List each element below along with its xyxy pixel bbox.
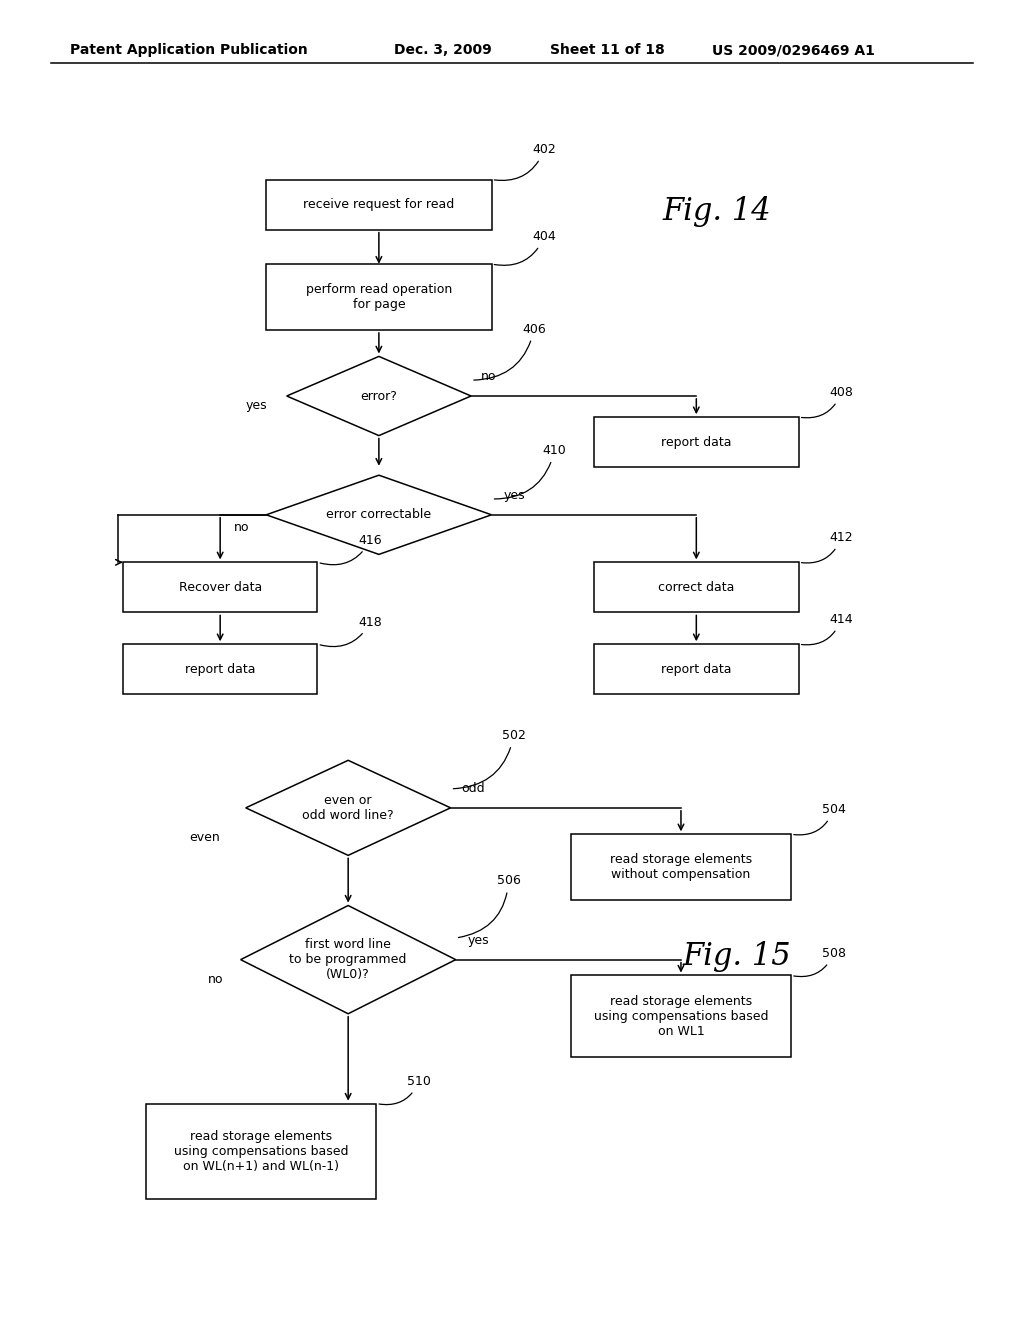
FancyBboxPatch shape	[123, 562, 317, 612]
Text: 402: 402	[495, 143, 556, 181]
Text: read storage elements
using compensations based
on WL(n+1) and WL(n-1): read storage elements using compensation…	[174, 1130, 348, 1172]
FancyBboxPatch shape	[266, 180, 492, 230]
Text: Recover data: Recover data	[178, 581, 262, 594]
Polygon shape	[241, 906, 456, 1014]
Text: report data: report data	[662, 663, 731, 676]
Text: 418: 418	[321, 615, 382, 647]
Text: 408: 408	[802, 385, 853, 418]
Text: Patent Application Publication: Patent Application Publication	[70, 44, 307, 57]
Text: 404: 404	[495, 230, 556, 265]
Text: read storage elements
using compensations based
on WL1: read storage elements using compensation…	[594, 995, 768, 1038]
FancyBboxPatch shape	[571, 834, 791, 900]
Text: Fig. 14: Fig. 14	[663, 195, 771, 227]
Text: Sheet 11 of 18: Sheet 11 of 18	[550, 44, 665, 57]
Polygon shape	[287, 356, 471, 436]
Text: 412: 412	[802, 531, 853, 562]
Text: odd: odd	[461, 781, 484, 795]
Text: 502: 502	[454, 729, 525, 789]
FancyBboxPatch shape	[571, 975, 791, 1057]
Text: 510: 510	[379, 1074, 431, 1105]
FancyBboxPatch shape	[146, 1104, 377, 1199]
Text: yes: yes	[468, 933, 489, 946]
Text: receive request for read: receive request for read	[303, 198, 455, 211]
Text: correct data: correct data	[658, 581, 734, 594]
Text: US 2009/0296469 A1: US 2009/0296469 A1	[712, 44, 874, 57]
FancyBboxPatch shape	[594, 644, 799, 694]
Text: error correctable: error correctable	[327, 508, 431, 521]
Text: 414: 414	[802, 612, 853, 644]
Text: no: no	[481, 370, 497, 383]
Text: report data: report data	[185, 663, 255, 676]
Polygon shape	[246, 760, 451, 855]
Text: yes: yes	[246, 399, 267, 412]
Text: yes: yes	[504, 488, 525, 502]
Text: Dec. 3, 2009: Dec. 3, 2009	[394, 44, 492, 57]
Text: report data: report data	[662, 436, 731, 449]
Text: Fig. 15: Fig. 15	[683, 941, 792, 973]
Polygon shape	[266, 475, 492, 554]
Text: 416: 416	[321, 533, 382, 565]
Text: even: even	[189, 830, 220, 843]
Text: even or
odd word line?: even or odd word line?	[302, 793, 394, 822]
Text: read storage elements
without compensation: read storage elements without compensati…	[610, 853, 752, 882]
Text: first word line
to be programmed
(WL0)?: first word line to be programmed (WL0)?	[290, 939, 407, 981]
FancyBboxPatch shape	[123, 644, 317, 694]
Text: 410: 410	[495, 444, 566, 499]
FancyBboxPatch shape	[594, 417, 799, 467]
Text: 504: 504	[794, 803, 846, 836]
Text: perform read operation
for page: perform read operation for page	[306, 282, 452, 312]
FancyBboxPatch shape	[266, 264, 492, 330]
Text: 406: 406	[474, 322, 546, 380]
Text: 508: 508	[794, 946, 846, 977]
Text: error?: error?	[360, 389, 397, 403]
FancyBboxPatch shape	[594, 562, 799, 612]
Text: no: no	[208, 973, 223, 986]
Text: no: no	[233, 520, 249, 533]
Text: 506: 506	[459, 874, 520, 937]
